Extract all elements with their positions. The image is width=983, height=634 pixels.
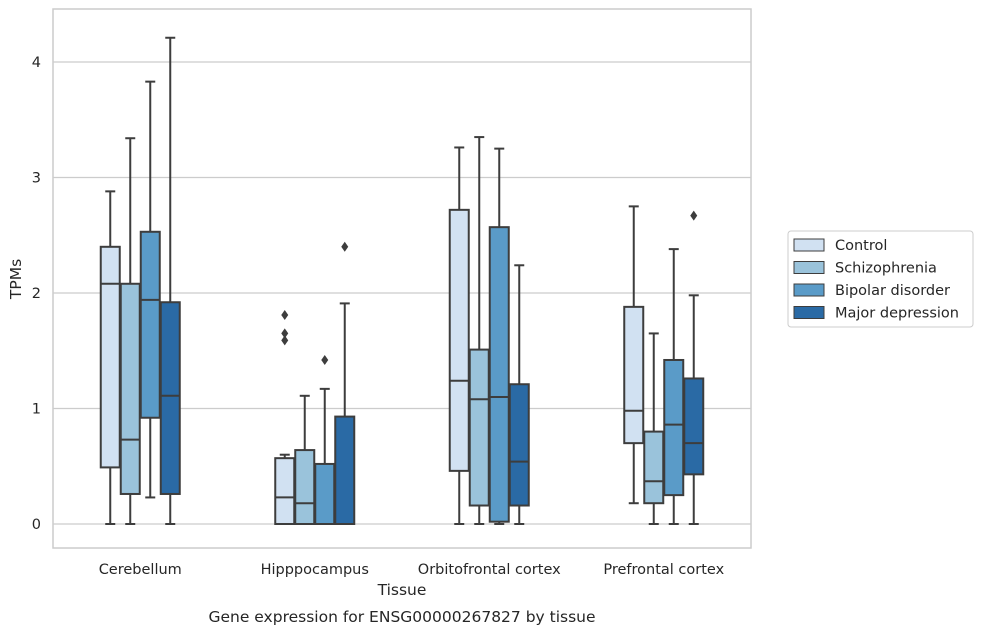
- legend-label: Control: [835, 238, 887, 254]
- legend-frame: [787, 230, 974, 328]
- legend-swatch: [793, 261, 825, 274]
- iqr-box: [448, 208, 470, 472]
- box-layer: [99, 36, 705, 526]
- y-tick-label: 3: [32, 171, 41, 187]
- legend-swatch: [793, 238, 825, 252]
- y-tick-label: 0: [32, 517, 41, 533]
- outlier-point: [281, 309, 289, 320]
- outlier-point: [281, 335, 289, 346]
- box-cerebellum-major-depression: [159, 36, 181, 525]
- box-orbitofrontal-cortex-control: [448, 146, 470, 525]
- box-orbitofrontal-cortex-bipolar-disorder: [488, 147, 510, 525]
- box-orbitofrontal-cortex-major-depression: [508, 264, 530, 525]
- outlier-point: [281, 328, 289, 339]
- iqr-box: [314, 462, 336, 526]
- iqr-box: [139, 230, 161, 419]
- y-tick-label: 1: [32, 402, 41, 418]
- iqr-box: [294, 449, 316, 525]
- chart-caption: Gene expression for ENSG00000267827 by t…: [208, 608, 595, 626]
- legend-swatch: [793, 306, 825, 319]
- x-tick-label-prefrontal-cortex: Prefrontal cortex: [603, 562, 724, 578]
- iqr-box: [274, 457, 296, 526]
- x-tick-label-cerebellum: Cerebellum: [99, 562, 182, 578]
- outlier-point: [690, 210, 698, 221]
- iqr-box: [334, 415, 356, 525]
- plot-frame: [52, 8, 752, 549]
- y-tick-label: 2: [32, 286, 41, 302]
- legend-label: Schizophrenia: [835, 261, 937, 277]
- legend-item-major-depression: Major depression: [793, 306, 959, 322]
- iqr-box: [488, 226, 510, 523]
- x-axis-label: Tissue: [377, 581, 427, 599]
- box-cerebellum-bipolar-disorder: [139, 80, 161, 499]
- legend-item-control: Control: [793, 238, 887, 254]
- iqr-box: [623, 305, 645, 445]
- box-hipppocampus-schizophrenia: [294, 394, 316, 525]
- box-hipppocampus-control: [274, 309, 296, 526]
- iqr-box: [99, 245, 121, 469]
- box-prefrontal-cortex-bipolar-disorder: [663, 248, 685, 525]
- legend-swatch: [793, 283, 825, 297]
- x-tick-label-orbitofrontal-cortex: Orbitofrontal cortex: [418, 562, 561, 578]
- iqr-box: [663, 358, 685, 497]
- x-tick-label-hipppocampus: Hipppocampus: [261, 562, 369, 578]
- x-tick-labels: Cerebellum Hipppocampus Orbitofrontal cort…: [99, 562, 725, 578]
- box-cerebellum-schizophrenia: [119, 137, 141, 525]
- box-hipppocampus-bipolar-disorder: [314, 354, 336, 526]
- outlier-point: [341, 241, 349, 252]
- box-orbitofrontal-cortex-schizophrenia: [468, 136, 490, 525]
- box-prefrontal-cortex-major-depression: [683, 210, 705, 525]
- box-prefrontal-cortex-control: [623, 205, 645, 505]
- legend-label: Bipolar disorder: [835, 283, 950, 299]
- iqr-box: [508, 383, 530, 507]
- y-axis-label: TPMs: [7, 259, 25, 300]
- legend-items: Control Schizophrenia Bipolar disorder Majo…: [793, 238, 959, 322]
- legend: Control Schizophrenia Bipolar disorder Majo…: [787, 230, 974, 328]
- legend-item-bipolar-disorder: Bipolar disorder: [793, 283, 950, 299]
- iqr-box: [468, 348, 490, 507]
- iqr-box: [643, 430, 665, 505]
- y-tick-labels: 0 1 2 3 4: [32, 55, 41, 533]
- outlier-point: [321, 354, 329, 365]
- box-cerebellum-control: [99, 190, 121, 525]
- legend-item-schizophrenia: Schizophrenia: [793, 261, 937, 277]
- y-tick-label: 4: [32, 55, 41, 71]
- legend-label: Major depression: [835, 306, 959, 322]
- box-hipppocampus-major-depression: [334, 241, 356, 525]
- iqr-box: [119, 282, 141, 495]
- box-prefrontal-cortex-schizophrenia: [643, 332, 665, 525]
- iqr-box: [159, 301, 181, 495]
- iqr-box: [683, 377, 705, 476]
